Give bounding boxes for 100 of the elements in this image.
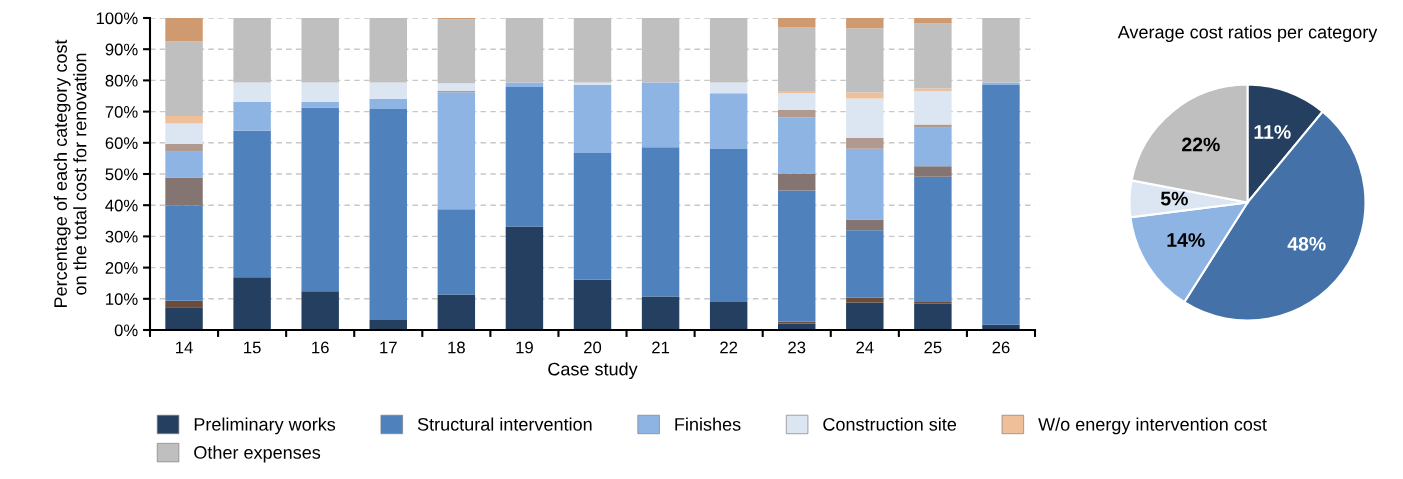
bar <box>846 18 884 29</box>
bar <box>778 323 816 330</box>
bar <box>846 138 884 149</box>
bar <box>914 301 952 304</box>
data-label: 48% <box>1287 236 1326 251</box>
bar <box>165 115 203 124</box>
y-tick-label: 0% <box>114 324 138 337</box>
x-tick-label: 14 <box>176 341 193 354</box>
bar <box>778 173 816 191</box>
bar <box>641 82 680 148</box>
bar <box>505 82 544 87</box>
bar <box>914 18 952 24</box>
y-tick-label: 10% <box>106 293 138 305</box>
bar <box>165 177 203 206</box>
bar <box>914 91 952 125</box>
data-label: 14% <box>1167 233 1205 247</box>
bar <box>301 107 339 292</box>
bar <box>846 230 884 298</box>
x-tick-label: 22 <box>720 341 738 354</box>
x-tick-label: 16 <box>312 341 329 354</box>
legend-label: Other expenses <box>194 445 321 463</box>
bar <box>778 18 816 28</box>
bar <box>846 219 884 231</box>
bar <box>437 209 476 295</box>
bar <box>846 302 884 330</box>
bar <box>301 101 339 108</box>
legend-label: Finishes <box>675 417 741 431</box>
bar <box>437 294 476 330</box>
bar <box>982 85 1020 325</box>
y-tick-label: 40% <box>105 199 138 212</box>
y-tick-label: 70% <box>105 106 138 118</box>
bar <box>914 303 952 330</box>
y-tick-label: 100% <box>96 12 138 25</box>
bar <box>165 144 203 152</box>
data-label: 11% <box>1254 125 1291 139</box>
bar <box>846 148 884 220</box>
bar <box>369 109 407 321</box>
bar <box>233 82 271 102</box>
bar <box>301 291 339 330</box>
x-tick-label: 26 <box>992 341 1010 354</box>
bar <box>505 226 544 330</box>
bar <box>709 93 748 150</box>
bar <box>165 18 203 42</box>
legend-label: Structural intervention <box>417 417 592 431</box>
chart-title: Average cost ratios per category <box>1117 25 1378 43</box>
x-tick-label: 23 <box>788 341 806 354</box>
x-tick-label: 21 <box>652 341 670 354</box>
bar <box>778 91 816 94</box>
bar <box>505 86 544 227</box>
bar <box>778 117 816 174</box>
bar <box>778 190 816 322</box>
bar <box>778 93 816 111</box>
data-label: 5% <box>1160 191 1188 206</box>
bar <box>369 98 407 110</box>
bar <box>369 82 407 99</box>
y-tick-label: 50% <box>105 168 138 181</box>
y-tick-label: 20% <box>105 262 138 274</box>
y-tick-label: 60% <box>105 137 138 149</box>
x-tick-label: 17 <box>380 341 397 354</box>
x-tick-label: 18 <box>448 341 465 354</box>
bar <box>233 101 271 131</box>
bar <box>165 151 203 178</box>
bar <box>846 98 884 139</box>
y-axis-title: Percentage of each category cost on the total cost for renovation <box>53 39 87 307</box>
y-tick-label: 30% <box>105 230 138 243</box>
bar <box>301 82 339 102</box>
x-axis-title: Case study <box>548 362 638 380</box>
x-tick-label: 20 <box>584 341 602 354</box>
x-tick-label: 24 <box>856 341 874 354</box>
bar <box>914 176 952 302</box>
bar <box>573 153 612 280</box>
x-tick-label: 15 <box>244 341 261 354</box>
bar <box>573 85 612 154</box>
data-label: 22% <box>1182 137 1220 152</box>
bar <box>914 124 952 128</box>
legend-label: Construction site <box>823 417 957 431</box>
bar <box>233 277 271 330</box>
bar <box>846 297 884 303</box>
x-tick-label: 19 <box>516 341 533 354</box>
bar <box>233 130 271 278</box>
legend-label: Preliminary works <box>194 417 336 435</box>
bar <box>165 205 203 301</box>
bar <box>709 149 748 302</box>
bar <box>165 123 203 145</box>
x-tick-label: 25 <box>924 341 942 354</box>
y-tick-label: 80% <box>105 74 138 87</box>
bar <box>437 83 476 91</box>
bar <box>709 301 748 330</box>
bar <box>573 279 612 330</box>
bar <box>709 82 748 94</box>
bar <box>165 307 203 330</box>
bar <box>641 296 680 330</box>
legend-label: W/o energy intervention cost <box>1038 417 1267 435</box>
bar <box>641 147 680 297</box>
bar <box>437 92 476 210</box>
y-tick-label: 90% <box>105 43 138 56</box>
bar <box>914 127 952 167</box>
bar <box>165 300 203 308</box>
bar <box>914 166 952 177</box>
bar <box>778 110 816 118</box>
